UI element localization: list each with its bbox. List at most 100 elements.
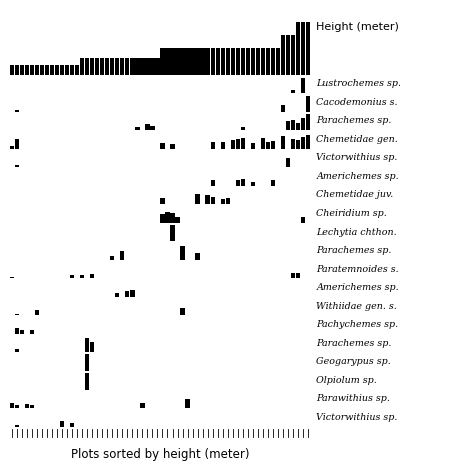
Bar bbox=[130, 58, 135, 74]
Bar bbox=[195, 253, 200, 260]
Text: Olpiolum sp.: Olpiolum sp. bbox=[317, 376, 377, 385]
Text: Chemetidae juv.: Chemetidae juv. bbox=[317, 191, 394, 200]
Bar bbox=[15, 405, 19, 408]
Bar bbox=[226, 48, 230, 74]
Bar bbox=[30, 65, 34, 74]
Bar bbox=[65, 65, 69, 74]
Bar bbox=[241, 127, 245, 130]
Bar bbox=[255, 48, 260, 74]
Bar bbox=[296, 22, 300, 74]
Bar bbox=[306, 96, 310, 111]
Bar bbox=[195, 48, 200, 74]
Bar bbox=[15, 349, 19, 353]
Bar bbox=[160, 214, 164, 223]
Text: Americhemes sp.: Americhemes sp. bbox=[317, 283, 399, 292]
Bar bbox=[146, 58, 150, 74]
Bar bbox=[20, 330, 24, 334]
Bar bbox=[135, 127, 139, 130]
Bar bbox=[40, 65, 44, 74]
Bar bbox=[35, 65, 39, 74]
Bar bbox=[115, 58, 119, 74]
Text: Chemetidae gen.: Chemetidae gen. bbox=[317, 135, 398, 144]
Text: Height (meter): Height (meter) bbox=[317, 22, 400, 32]
Text: Lechytia chthon.: Lechytia chthon. bbox=[317, 228, 397, 237]
Bar bbox=[241, 179, 245, 186]
Bar bbox=[110, 256, 114, 260]
Bar bbox=[15, 314, 19, 315]
Bar bbox=[206, 48, 210, 74]
Bar bbox=[140, 403, 145, 408]
Bar bbox=[70, 275, 74, 278]
Bar bbox=[296, 140, 300, 149]
Bar bbox=[70, 65, 74, 74]
Bar bbox=[90, 58, 94, 74]
Bar bbox=[85, 373, 90, 390]
Bar bbox=[175, 48, 180, 74]
Bar bbox=[301, 118, 305, 130]
Bar bbox=[90, 274, 94, 278]
Bar bbox=[281, 105, 285, 111]
Bar bbox=[20, 65, 24, 74]
Text: Cacodemonius s.: Cacodemonius s. bbox=[317, 98, 398, 107]
Bar bbox=[35, 310, 39, 315]
Bar bbox=[135, 58, 139, 74]
Bar bbox=[15, 165, 19, 167]
Bar bbox=[75, 65, 79, 74]
Bar bbox=[95, 58, 100, 74]
Bar bbox=[291, 119, 295, 130]
Bar bbox=[175, 217, 180, 223]
Bar bbox=[261, 48, 265, 74]
Bar bbox=[150, 58, 155, 74]
Bar bbox=[210, 142, 215, 149]
Bar bbox=[10, 65, 14, 74]
Bar bbox=[115, 293, 119, 297]
Bar bbox=[185, 48, 190, 74]
Bar bbox=[306, 22, 310, 74]
Bar bbox=[281, 35, 285, 74]
Text: Cheiridium sp.: Cheiridium sp. bbox=[317, 209, 387, 218]
Bar bbox=[246, 48, 250, 74]
Bar bbox=[10, 146, 14, 149]
Bar bbox=[286, 158, 290, 167]
Bar bbox=[165, 212, 170, 223]
Bar bbox=[201, 48, 205, 74]
Bar bbox=[170, 144, 174, 149]
Bar bbox=[160, 48, 164, 74]
Bar bbox=[236, 139, 240, 149]
Bar bbox=[15, 65, 19, 74]
Bar bbox=[90, 342, 94, 353]
Bar bbox=[60, 65, 64, 74]
Text: Americhemes sp.: Americhemes sp. bbox=[317, 172, 399, 181]
Bar bbox=[251, 48, 255, 74]
Bar bbox=[170, 213, 174, 223]
Bar bbox=[85, 338, 90, 353]
Bar bbox=[181, 246, 185, 260]
Bar bbox=[251, 143, 255, 149]
Bar bbox=[301, 137, 305, 149]
Bar bbox=[216, 48, 220, 74]
Bar bbox=[120, 251, 125, 260]
Bar bbox=[286, 121, 290, 130]
Bar bbox=[15, 425, 19, 427]
Bar bbox=[220, 143, 225, 149]
Bar bbox=[271, 48, 275, 74]
Bar bbox=[10, 277, 14, 278]
Bar bbox=[191, 48, 195, 74]
Bar bbox=[306, 135, 310, 149]
Text: Parawithius sp.: Parawithius sp. bbox=[317, 394, 391, 403]
Bar bbox=[70, 423, 74, 427]
Bar bbox=[266, 48, 270, 74]
Bar bbox=[170, 48, 174, 74]
Bar bbox=[301, 218, 305, 223]
Bar bbox=[226, 198, 230, 204]
Bar bbox=[236, 48, 240, 74]
Bar bbox=[281, 137, 285, 149]
Bar bbox=[146, 124, 150, 130]
Bar bbox=[236, 181, 240, 186]
Bar bbox=[15, 139, 19, 149]
Bar bbox=[165, 48, 170, 74]
Bar bbox=[291, 35, 295, 74]
Bar bbox=[220, 48, 225, 74]
Bar bbox=[271, 141, 275, 149]
Bar bbox=[296, 273, 300, 278]
